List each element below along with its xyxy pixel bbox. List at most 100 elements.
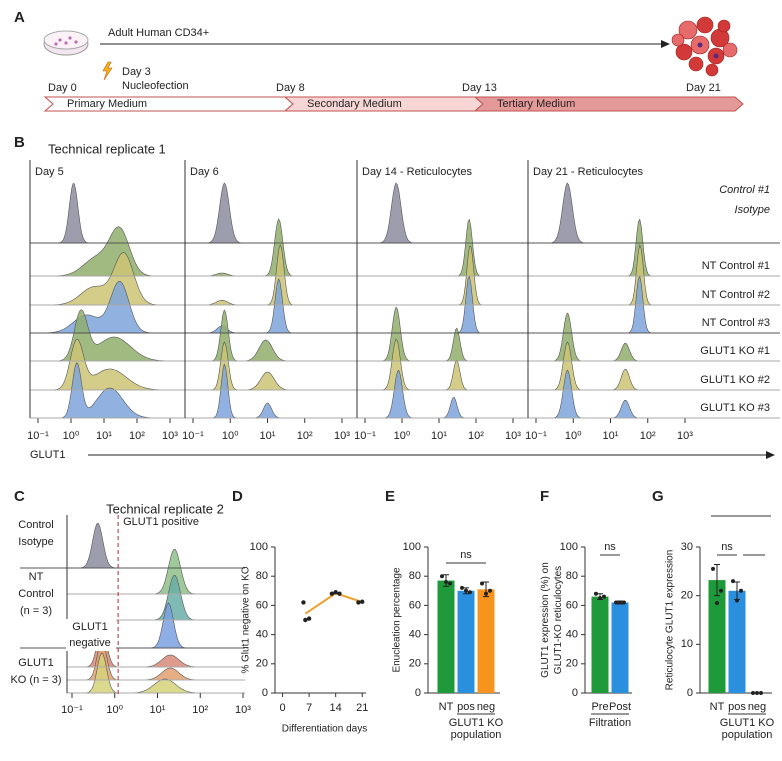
bar	[611, 602, 629, 693]
column-title: Day 21 - Reticulocytes	[533, 166, 644, 178]
group-label: population	[722, 729, 773, 741]
x-tick-label: 10¹	[150, 704, 166, 716]
histogram	[186, 182, 352, 244]
y-tick-label: 100	[250, 541, 268, 553]
y-tick-label: 80	[566, 570, 578, 582]
column-title: Day 5	[35, 166, 64, 178]
x-tick-label: 10⁰	[63, 430, 80, 442]
point	[598, 596, 602, 601]
point	[731, 579, 735, 584]
point	[448, 581, 452, 586]
y-tick-label: 100	[403, 541, 421, 553]
y-tick-label: 0	[687, 687, 693, 699]
day-label: Day 0	[48, 82, 77, 94]
point	[301, 600, 306, 605]
y-tick-label: 100	[560, 541, 578, 553]
source-label: Adult Human CD34+	[108, 27, 209, 39]
sig-label: ns	[721, 541, 733, 553]
point	[735, 598, 739, 603]
x-tick-label: 10²	[640, 430, 656, 442]
x-tick-label: 10²	[468, 430, 484, 442]
medium-label: Tertiary Medium	[497, 98, 575, 110]
panel-label: C	[14, 488, 25, 505]
medium-chevron	[473, 96, 744, 112]
histogram	[529, 312, 695, 362]
x-tick-label: 10⁻¹	[27, 430, 49, 442]
group-label: GLUT1 KO	[449, 717, 504, 729]
nucleus	[697, 42, 703, 48]
y-tick-label: 30	[681, 541, 693, 553]
group-label: KO (n = 3)	[10, 674, 61, 686]
cell	[74, 40, 78, 44]
x-tick-label: 10³	[162, 430, 178, 442]
x-tick-label: 0	[280, 702, 286, 714]
histogram	[32, 183, 179, 244]
y-axis-label: Enucleation percentage	[392, 567, 403, 673]
axis-label: GLUT1	[30, 449, 65, 461]
y-tick-label: 60	[409, 599, 421, 611]
row-label: NT Control #1	[702, 260, 770, 272]
point	[755, 691, 759, 695]
y-axis-label: % Glut1 negative on KO	[241, 566, 252, 674]
y-tick-label: 40	[409, 629, 421, 641]
y-tick-label: 20	[681, 590, 693, 602]
point	[715, 600, 719, 605]
histogram	[358, 306, 523, 362]
x-tick-label: pos	[728, 701, 746, 713]
rbc	[675, 43, 693, 61]
point	[488, 588, 492, 593]
sig-label: ns	[604, 541, 616, 553]
panel-label: A	[14, 9, 25, 26]
point	[329, 591, 335, 596]
rbc	[717, 19, 731, 33]
rbc	[696, 16, 714, 34]
group-label: NT	[29, 571, 44, 583]
point	[333, 590, 338, 595]
x-tick-label: NT	[710, 701, 725, 713]
point	[356, 600, 361, 605]
histogram	[529, 218, 695, 277]
y-tick-label: 0	[262, 687, 268, 699]
point	[759, 691, 763, 695]
gate-label: GLUT1	[72, 621, 107, 633]
y-tick-label: 10	[681, 638, 693, 650]
y-tick-label: 0	[572, 687, 578, 699]
cell	[58, 38, 62, 42]
panel-title: Technical replicate 2	[106, 501, 224, 516]
x-tick-label: 10¹	[603, 430, 619, 442]
point	[444, 580, 448, 585]
x-tick-label: 10²	[129, 430, 145, 442]
bar	[457, 590, 475, 693]
histogram	[529, 182, 695, 244]
group-label: Isotype	[18, 536, 53, 548]
point	[711, 566, 715, 571]
y-axis-label: Reticulocyte GLUT1 expression	[665, 550, 676, 691]
x-tick-label: Post	[609, 701, 631, 713]
x-tick-label: 10⁰	[394, 430, 411, 442]
group-label: GLUT1 KO	[720, 717, 775, 729]
y-tick-label: 40	[566, 629, 578, 641]
arrow-head	[766, 451, 775, 459]
point	[739, 588, 743, 593]
y-tick-label: 20	[409, 658, 421, 670]
y-tick-label: 60	[566, 599, 578, 611]
point	[480, 581, 484, 586]
histogram	[529, 341, 695, 391]
y-tick-label: 0	[415, 687, 421, 699]
row-label: GLUT1 KO #2	[700, 374, 770, 386]
lightning-icon	[102, 61, 113, 81]
x-tick-label: 10¹	[431, 430, 447, 442]
day-label: Day 21	[686, 82, 721, 94]
point	[484, 591, 488, 596]
histogram	[358, 182, 523, 244]
event-label: Day 3	[122, 66, 151, 78]
point	[751, 691, 755, 695]
point	[337, 591, 342, 596]
bar	[437, 580, 455, 693]
row-label: NT Control #3	[702, 317, 770, 329]
y-axis-label: GLUT1-KO reticulocytes	[553, 566, 564, 674]
group-label: GLUT1	[18, 657, 53, 669]
histogram	[529, 369, 695, 419]
point	[614, 600, 618, 605]
